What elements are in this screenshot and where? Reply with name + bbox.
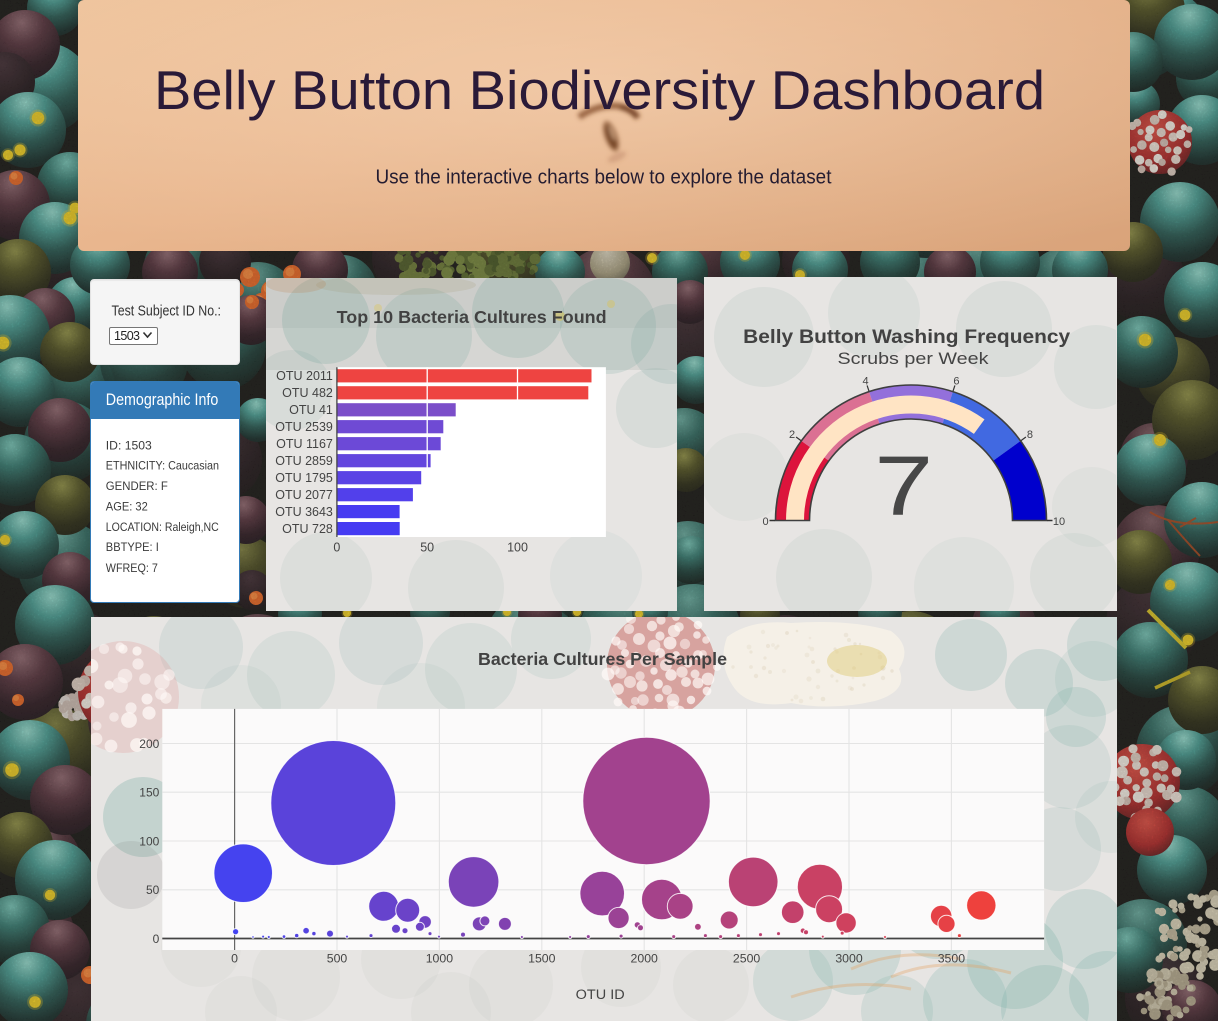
- svg-text:6: 6: [953, 376, 959, 388]
- svg-text:LOCATION: Raleigh,NC: LOCATION: Raleigh,NC: [106, 520, 219, 534]
- svg-text:50: 50: [421, 541, 435, 555]
- svg-text:OTU 2539: OTU 2539: [276, 420, 334, 434]
- svg-text:Belly Button Biodiversity Dash: Belly Button Biodiversity Dashboard: [154, 59, 1045, 121]
- svg-text:Top 10 Bacteria Cultures Found: Top 10 Bacteria Cultures Found: [337, 307, 607, 327]
- svg-text:ID: 1503: ID: 1503: [106, 438, 152, 452]
- svg-text:1503: 1503: [114, 329, 140, 343]
- svg-text:Belly Button Washing Frequency: Belly Button Washing Frequency: [743, 327, 1070, 348]
- svg-text:1500: 1500: [528, 952, 556, 966]
- svg-text:GENDER: F: GENDER: F: [106, 479, 168, 493]
- svg-text:OTU 41: OTU 41: [290, 403, 334, 417]
- svg-text:Demographic Info: Demographic Info: [106, 391, 219, 409]
- svg-text:OTU 482: OTU 482: [283, 386, 334, 400]
- svg-text:OTU 2859: OTU 2859: [276, 454, 334, 468]
- svg-text:OTU 2077: OTU 2077: [276, 488, 334, 502]
- svg-text:WFREQ: 7: WFREQ: 7: [106, 561, 158, 575]
- svg-text:100: 100: [507, 541, 528, 555]
- svg-text:200: 200: [139, 737, 159, 751]
- svg-text:100: 100: [139, 834, 159, 848]
- svg-text:1000: 1000: [426, 952, 454, 966]
- svg-text:2: 2: [789, 429, 795, 441]
- svg-text:OTU ID: OTU ID: [576, 987, 625, 1002]
- svg-text:Scrubs per Week: Scrubs per Week: [838, 349, 990, 368]
- svg-text:4: 4: [863, 376, 869, 388]
- svg-text:8: 8: [1027, 429, 1033, 441]
- svg-text:500: 500: [327, 952, 348, 966]
- svg-text:2000: 2000: [631, 952, 659, 966]
- svg-text:OTU 2011: OTU 2011: [277, 369, 334, 383]
- svg-text:0: 0: [334, 541, 341, 555]
- svg-text:OTU 3643: OTU 3643: [276, 505, 334, 519]
- svg-text:3000: 3000: [835, 952, 863, 966]
- svg-text:10: 10: [1053, 516, 1065, 528]
- svg-text:50: 50: [146, 883, 160, 897]
- svg-text:Bacteria Cultures Per Sample: Bacteria Cultures Per Sample: [478, 649, 727, 669]
- svg-text:150: 150: [139, 786, 159, 800]
- svg-text:AGE: 32: AGE: 32: [106, 499, 148, 513]
- svg-text:ETHNICITY: Caucasian: ETHNICITY: Caucasian: [106, 458, 219, 472]
- svg-text:OTU 1167: OTU 1167: [277, 437, 334, 451]
- svg-text:0: 0: [763, 516, 769, 528]
- svg-text:7: 7: [874, 439, 933, 533]
- svg-text:0: 0: [153, 932, 160, 946]
- svg-text:OTU 1795: OTU 1795: [276, 471, 334, 485]
- svg-text:Use the interactive charts bel: Use the interactive charts below to expl…: [375, 167, 831, 189]
- svg-text:Test Subject ID No.:: Test Subject ID No.:: [111, 303, 221, 320]
- svg-text:0: 0: [231, 952, 238, 966]
- svg-text:OTU 728: OTU 728: [283, 522, 334, 536]
- svg-text:BBTYPE: I: BBTYPE: I: [106, 540, 159, 554]
- svg-text:2500: 2500: [733, 952, 761, 966]
- svg-text:3500: 3500: [938, 952, 966, 966]
